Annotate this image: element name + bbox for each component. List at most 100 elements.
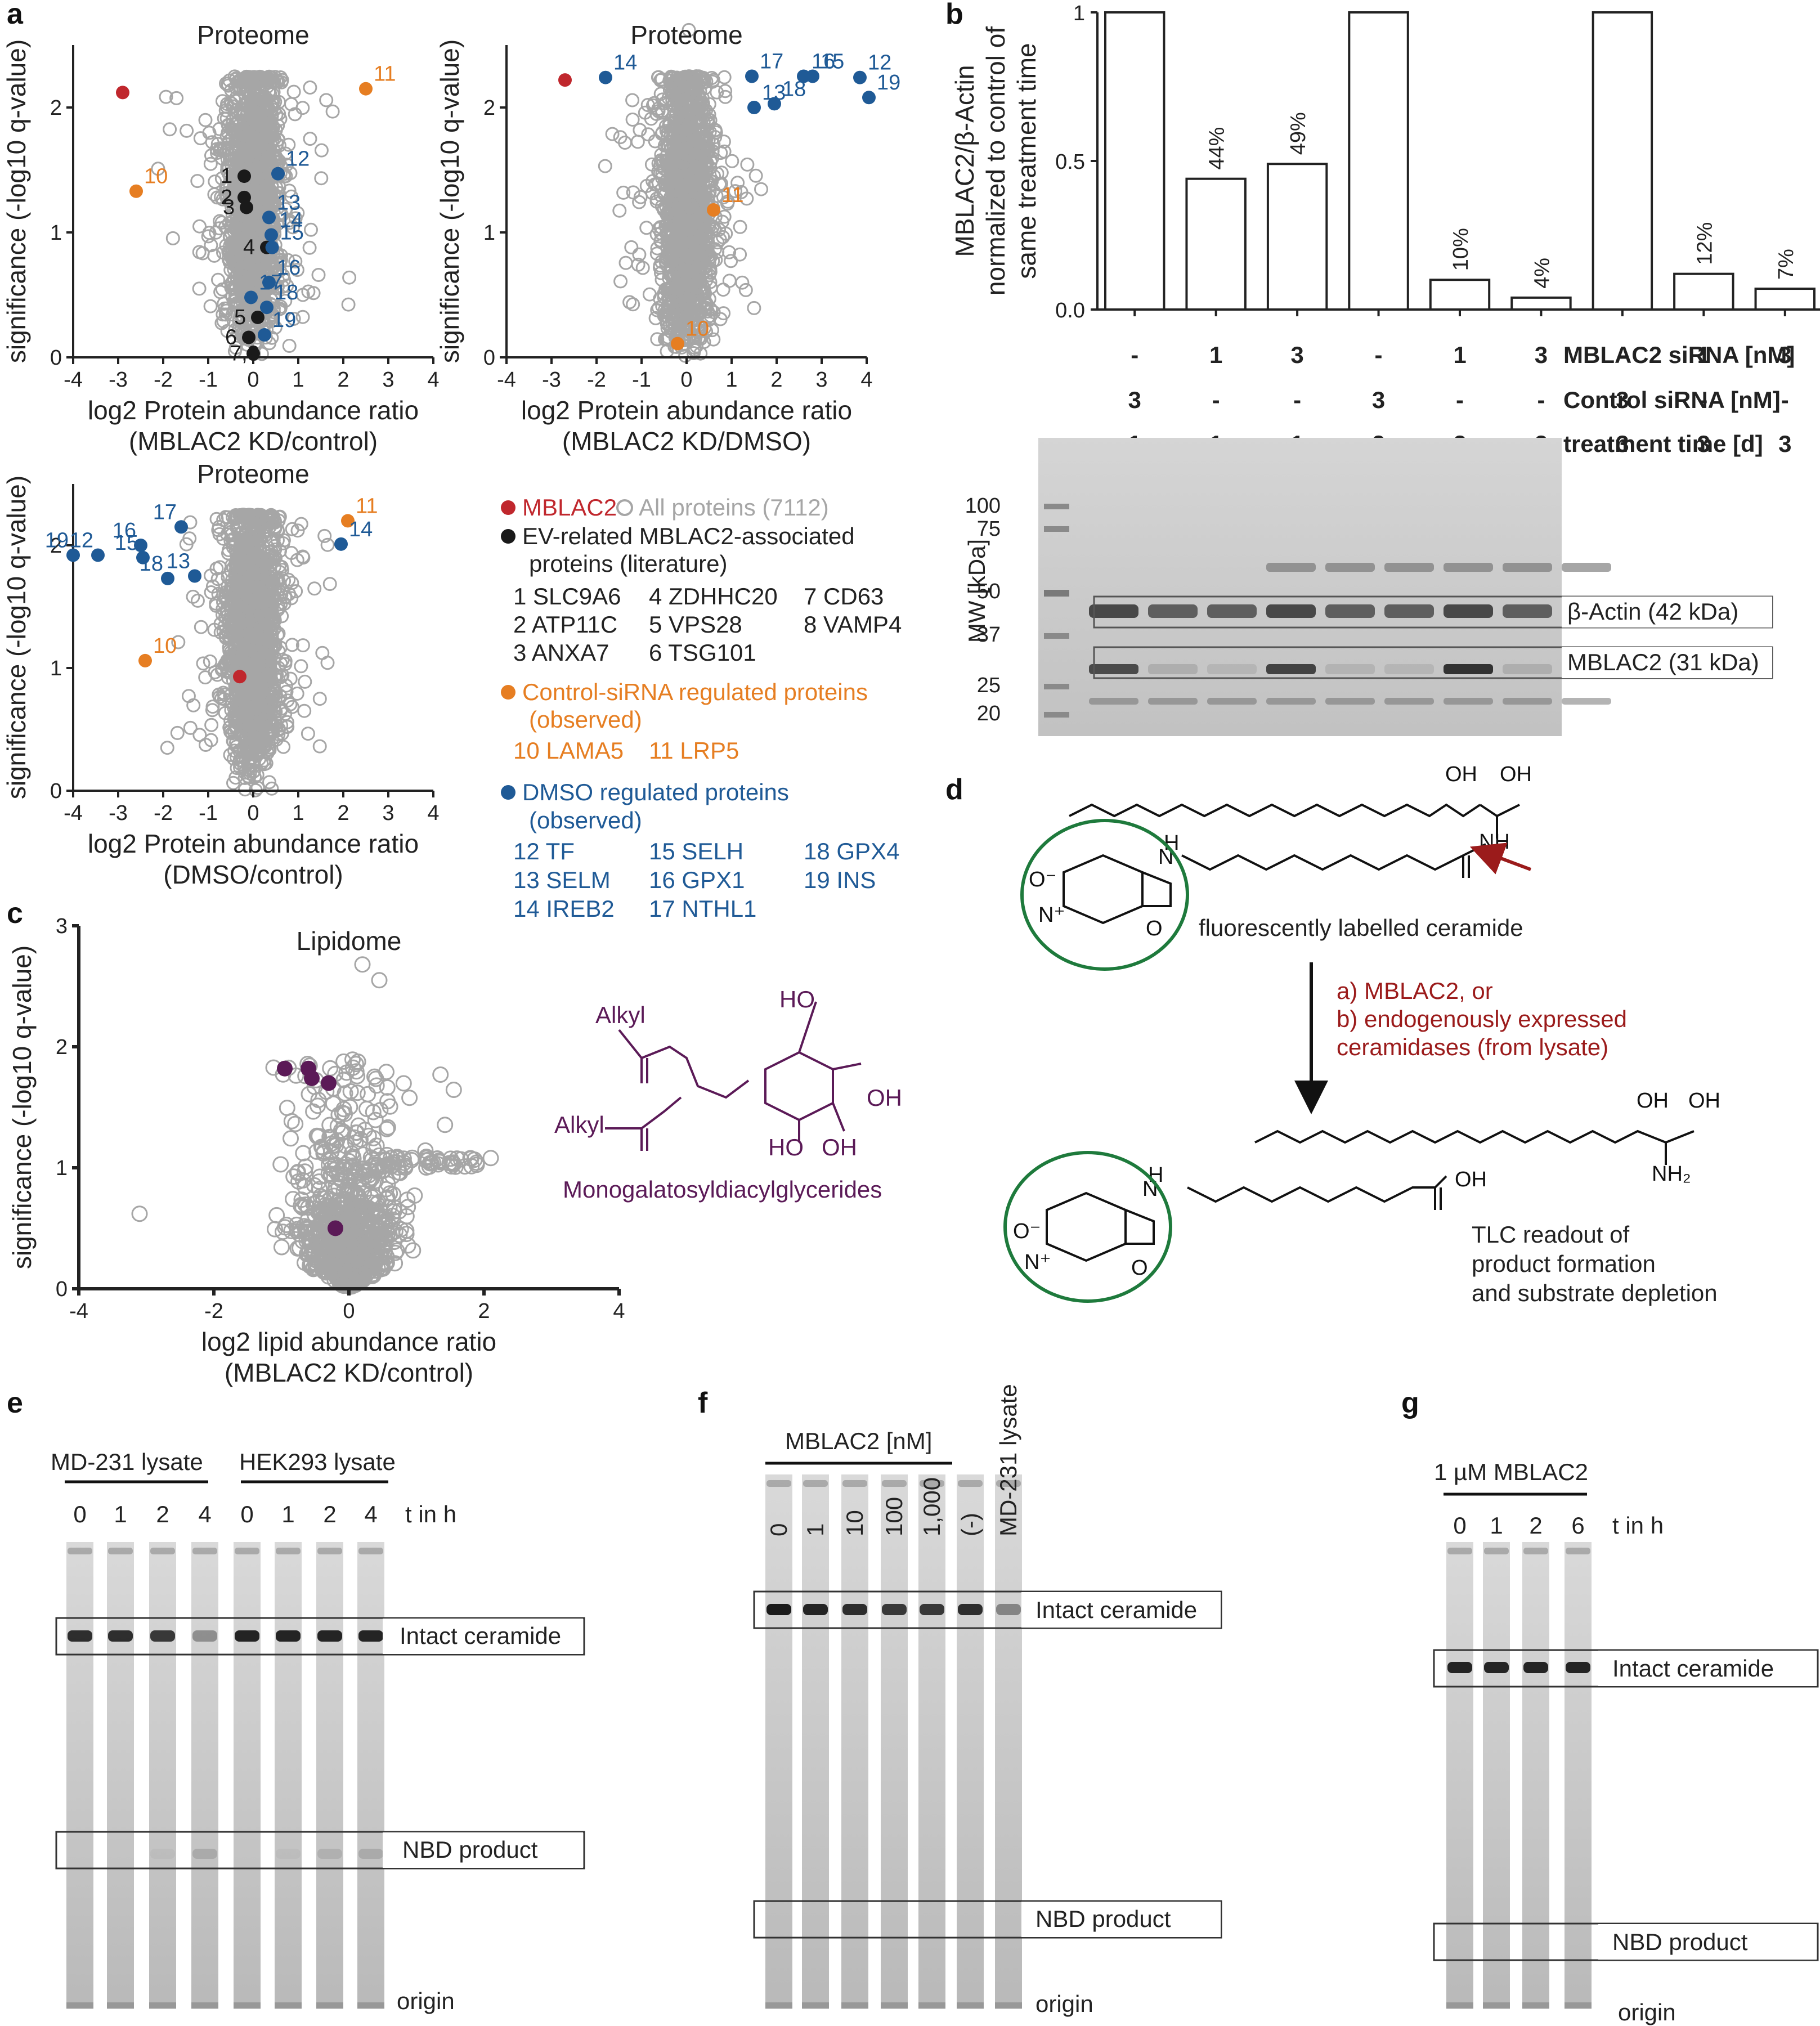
protein-point <box>203 156 218 171</box>
highlight-label: 3 <box>223 196 235 219</box>
highlight-label: 17 <box>760 50 783 74</box>
protein-point <box>747 301 761 315</box>
protein-point <box>208 174 222 189</box>
highlight-label: 11 <box>721 183 743 207</box>
panel-label-c: c <box>7 897 23 930</box>
x-tick-label: 1 <box>292 368 304 392</box>
x-tick-label: 4 <box>860 368 872 392</box>
highlight-point-dmso <box>260 301 274 315</box>
highlight-label: 15 <box>821 50 844 74</box>
y-tick-label: 1 <box>50 221 62 245</box>
protein-point <box>290 206 305 220</box>
protein-point <box>304 222 318 237</box>
protein-point <box>605 127 620 141</box>
protein-point <box>151 162 165 176</box>
highlight-label: 15 <box>280 221 304 245</box>
y-tick-label: 0 <box>483 346 495 370</box>
protein-point <box>312 692 327 706</box>
highlight-point-control <box>671 337 684 351</box>
x-tick-label: -3 <box>542 368 561 392</box>
protein-point <box>192 281 207 296</box>
protein-point <box>740 157 755 172</box>
highlight-label: 1 <box>221 164 232 188</box>
protein-point <box>314 143 329 158</box>
protein-point <box>190 174 205 189</box>
protein-point <box>165 231 180 245</box>
protein-point <box>626 297 640 312</box>
x-tick-label: 3 <box>382 368 394 392</box>
protein-point <box>733 219 747 234</box>
highlight-label: 19 <box>272 308 296 332</box>
panel-label-b: b <box>945 0 963 30</box>
protein-point <box>303 132 317 146</box>
highlight-label: 14 <box>613 51 637 75</box>
protein-point <box>192 219 207 234</box>
protein-point <box>319 93 334 107</box>
x-tick-label: 3 <box>815 368 827 392</box>
protein-point <box>320 656 335 670</box>
x-tick-label: -4 <box>64 368 83 392</box>
protein-point <box>196 656 210 671</box>
y-tick-label: 2 <box>483 96 495 120</box>
protein-point <box>303 80 317 95</box>
protein-point <box>202 125 217 140</box>
protein-point <box>183 720 198 735</box>
protein-point <box>204 718 219 732</box>
protein-point <box>642 287 657 302</box>
protein-point <box>169 91 184 105</box>
x-tick-label: 0 <box>680 368 692 392</box>
protein-point <box>203 299 218 313</box>
protein-point <box>341 297 356 312</box>
highlight-label: 18 <box>782 77 806 101</box>
highlight-point-dmso <box>262 210 276 225</box>
x-tick-label: -3 <box>109 368 128 392</box>
protein-point <box>716 283 730 297</box>
x-axis-label-2: (MBLAC2 KD/DMSO) <box>562 427 811 456</box>
x-tick-label: 1 <box>725 368 737 392</box>
protein-point <box>298 674 312 689</box>
protein-point <box>311 268 326 282</box>
highlight-point-dmso <box>271 167 285 181</box>
highlight-point-dmso <box>806 69 819 83</box>
y-tick-label: 2 <box>50 96 62 120</box>
x-tick-label: -4 <box>497 368 516 392</box>
y-axis-label: significance (-log10 q-value) <box>435 39 464 363</box>
highlight-label: 19 <box>877 71 900 95</box>
highlight-point-dmso <box>599 70 612 84</box>
protein-point <box>613 274 628 289</box>
protein-point <box>598 159 612 173</box>
x-axis-label-2: (MBLAC2 KD/control) <box>129 427 378 456</box>
protein-point <box>624 240 639 254</box>
protein-point <box>314 171 329 186</box>
highlight-point-ev <box>240 200 253 214</box>
highlight-point-dmso <box>853 70 867 84</box>
protein-point <box>280 253 295 267</box>
protein-point <box>722 274 737 288</box>
panel-label-g: g <box>1401 1387 1419 1419</box>
protein-point <box>286 220 300 235</box>
x-tick-label: -2 <box>154 368 173 392</box>
protein-point <box>301 727 315 741</box>
plot-title: Proteome <box>197 20 309 50</box>
protein-point <box>295 101 310 115</box>
highlight-point-dmso <box>745 69 759 83</box>
protein-point <box>325 104 340 119</box>
highlight-point-control <box>129 184 143 198</box>
protein-point <box>193 131 208 146</box>
highlight-point-control <box>707 203 720 217</box>
highlight-label: 10 <box>685 317 709 341</box>
protein-point <box>198 113 213 127</box>
protein-point <box>738 283 753 297</box>
protein-point <box>735 275 750 290</box>
x-tick-label: -1 <box>199 368 218 392</box>
highlight-label: 4 <box>243 236 255 259</box>
protein-point <box>294 659 308 674</box>
panel-label-a: a <box>7 0 24 30</box>
highlight-point-dmso <box>265 240 279 254</box>
protein-point <box>209 225 223 240</box>
highlight-label: 18 <box>275 281 298 304</box>
